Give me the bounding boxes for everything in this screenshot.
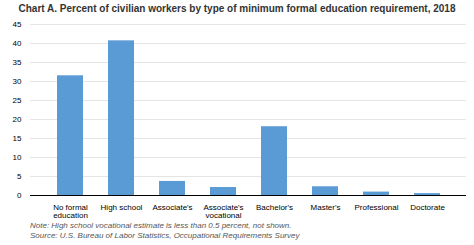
html-text:Source: U.S. Bureau of Labor S: Source: U.S. Bureau of Labor Statistics,…	[30, 231, 300, 240]
svg-text:5: 5	[17, 172, 22, 181]
html-text:Chart A. Percent of civilian w: Chart A. Percent of civilian workers by …	[18, 3, 456, 14]
svg-text:0: 0	[17, 191, 22, 200]
svg-text:Master's: Master's	[311, 203, 341, 212]
svg-text:Associate'svocational: Associate'svocational	[203, 203, 243, 220]
svg-text:30: 30	[13, 77, 22, 86]
svg-text:45: 45	[13, 20, 22, 29]
svg-text:20: 20	[13, 115, 22, 124]
svg-text:40: 40	[13, 39, 22, 48]
svg-text:10: 10	[13, 153, 22, 162]
svg-text:No formaleducation: No formaleducation	[53, 203, 88, 220]
html-text:Note: High school vocational e: Note: High school vocational estimate is…	[30, 221, 292, 230]
svg-text:25: 25	[13, 96, 22, 105]
svg-text:Bachelor's: Bachelor's	[256, 203, 293, 212]
svg-text:Doctorate: Doctorate	[410, 203, 445, 212]
svg-text:High school: High school	[101, 203, 143, 212]
svg-text:15: 15	[13, 134, 22, 143]
svg-text:35: 35	[13, 58, 22, 67]
svg-text:Professional: Professional	[354, 203, 398, 212]
svg-text:Associate's: Associate's	[152, 203, 192, 212]
